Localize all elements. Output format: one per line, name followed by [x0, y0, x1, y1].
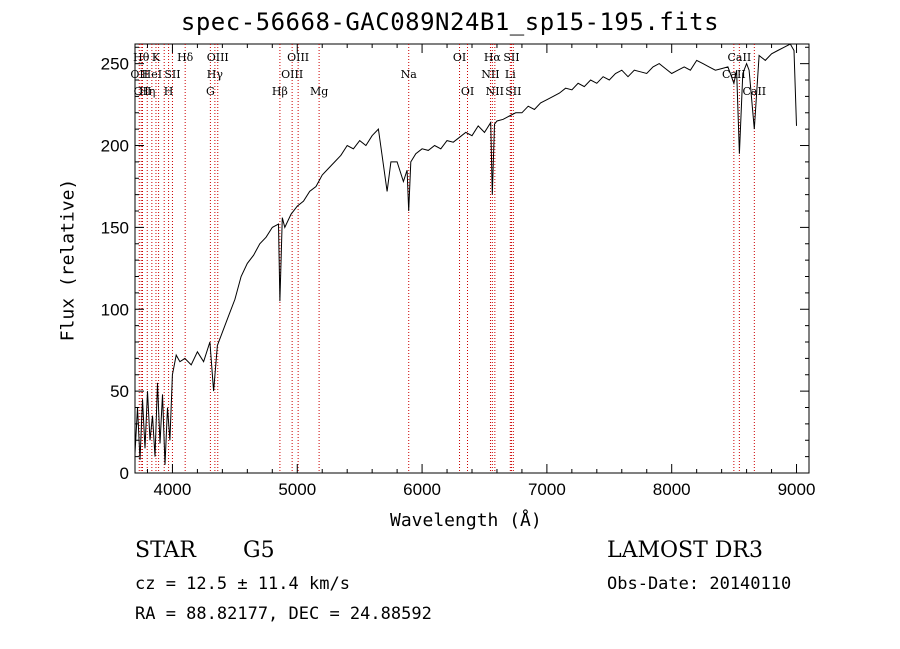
line-label: OII: [134, 85, 152, 98]
line-label: HeI: [142, 68, 162, 81]
line-label: OIII: [287, 51, 309, 64]
x-tick-label: 4000: [154, 480, 192, 499]
line-label: CaII: [722, 68, 746, 81]
spectrum-line: [134, 43, 797, 465]
line-label: Hγ: [207, 68, 224, 81]
y-axis: 0 50 100 150 200 250: [101, 46, 809, 483]
line-label: G: [206, 85, 215, 98]
redshift-info: cz = 12.5 ± 11.4 km/s: [135, 574, 350, 594]
chart-title: spec-56668-GAC089N24B1_sp15-195.fits: [180, 8, 720, 36]
y-tick-label: 0: [120, 464, 129, 483]
plot-frame: [134, 43, 810, 474]
x-tick-label: 9000: [778, 480, 816, 499]
y-tick-label: 250: [101, 55, 129, 74]
spectral-line-labels: OIIHθOIIHηHeIKHSIIHδGHγOIIIHβOIIIOIIIMgN…: [130, 51, 766, 98]
line-label: CaII: [742, 85, 766, 98]
line-label: Hδ: [177, 51, 194, 64]
line-label: SII: [164, 68, 180, 81]
line-label: OIII: [207, 51, 229, 64]
y-axis-label: Flux (relative): [57, 178, 79, 342]
y-tick-label: 200: [101, 137, 129, 156]
line-label: OI: [453, 51, 466, 64]
y-tick-label: 50: [110, 382, 129, 401]
survey-name: LAMOST DR3: [607, 538, 763, 563]
observation-date: Obs-Date: 20140110: [607, 574, 792, 594]
coordinates: RA = 88.82177, DEC = 24.88592: [135, 604, 432, 624]
x-axis: 4000 5000 6000 7000 8000 9000: [146, 44, 816, 499]
line-label: NII: [481, 68, 499, 81]
y-tick-label: 100: [101, 300, 129, 319]
line-label: Li: [505, 68, 516, 81]
line-label: OII: [130, 68, 148, 81]
line-label: H: [164, 85, 174, 98]
x-tick-label: 8000: [653, 480, 691, 499]
spectral-line-markers: [138, 44, 755, 473]
line-label: CaII: [728, 51, 752, 64]
line-label: SII: [503, 51, 519, 64]
x-tick-label: 7000: [528, 480, 566, 499]
line-label: Hβ: [272, 85, 288, 98]
line-label: Hη: [139, 85, 155, 98]
line-label: NII: [486, 85, 504, 98]
line-label: OIII: [281, 68, 303, 81]
y-tick-label: 150: [101, 218, 129, 237]
line-label: Mg: [310, 85, 328, 98]
x-tick-label: 5000: [278, 480, 316, 499]
line-label: Na: [401, 68, 418, 81]
line-label: Hα: [484, 51, 502, 64]
line-label: K: [152, 51, 161, 64]
x-tick-label: 6000: [403, 480, 441, 499]
line-label: SII: [505, 85, 521, 98]
object-subclass: G5: [243, 538, 275, 563]
x-axis-label: Wavelength (Å): [390, 510, 542, 531]
line-label: OI: [461, 85, 474, 98]
line-label: Hθ: [133, 51, 150, 64]
object-class: STAR: [135, 538, 196, 563]
